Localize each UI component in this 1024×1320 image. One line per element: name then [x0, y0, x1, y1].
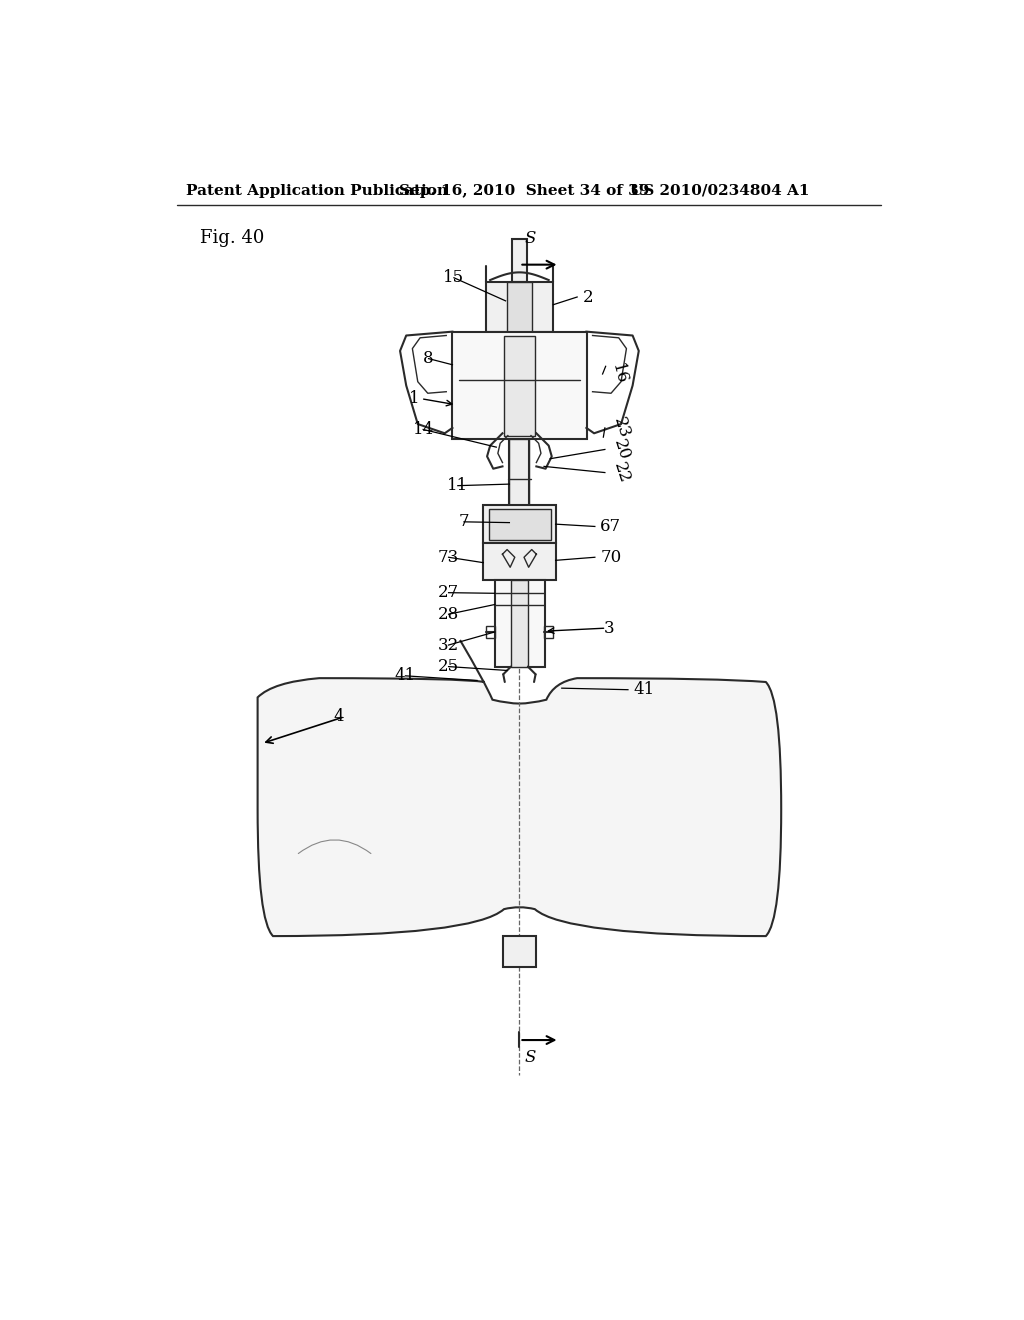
Text: S: S [524, 230, 536, 247]
Text: 2: 2 [583, 289, 593, 305]
Text: 41: 41 [395, 668, 416, 684]
Bar [453, 331, 587, 440]
Text: 8: 8 [423, 350, 434, 367]
Bar [509, 440, 529, 544]
Text: 11: 11 [447, 477, 468, 494]
Text: 32: 32 [438, 636, 459, 653]
Text: 1: 1 [409, 391, 419, 407]
Bar [511, 581, 528, 667]
Bar [507, 281, 531, 331]
PathPatch shape [258, 678, 781, 936]
Text: Sep. 16, 2010  Sheet 34 of 39: Sep. 16, 2010 Sheet 34 of 39 [398, 183, 649, 198]
Bar [483, 544, 556, 581]
Text: 7: 7 [459, 513, 469, 531]
Text: US 2010/0234804 A1: US 2010/0234804 A1 [630, 183, 809, 198]
Text: 14: 14 [413, 421, 434, 438]
Text: S: S [524, 1049, 536, 1067]
Text: 3: 3 [604, 619, 614, 636]
Text: 15: 15 [443, 269, 465, 286]
Text: 16: 16 [608, 362, 630, 387]
Bar [495, 581, 545, 667]
Text: 20: 20 [610, 437, 633, 462]
Text: 25: 25 [438, 659, 459, 675]
Bar [503, 936, 536, 966]
Bar [488, 508, 551, 540]
Bar [512, 239, 527, 281]
Bar [485, 626, 495, 638]
Text: 4: 4 [333, 708, 344, 725]
Bar [485, 281, 553, 331]
Text: 27: 27 [438, 585, 459, 601]
Bar [544, 626, 553, 638]
Text: 22: 22 [610, 459, 633, 486]
Text: 67: 67 [600, 517, 622, 535]
Text: Patent Application Publication: Patent Application Publication [186, 183, 449, 198]
Text: Fig. 40: Fig. 40 [200, 230, 264, 247]
Bar [483, 506, 556, 544]
Text: 23: 23 [610, 416, 633, 441]
Text: 70: 70 [600, 549, 622, 566]
Text: 28: 28 [438, 606, 459, 623]
Text: 41: 41 [634, 681, 654, 698]
Bar [504, 335, 535, 436]
Text: 73: 73 [438, 549, 459, 566]
